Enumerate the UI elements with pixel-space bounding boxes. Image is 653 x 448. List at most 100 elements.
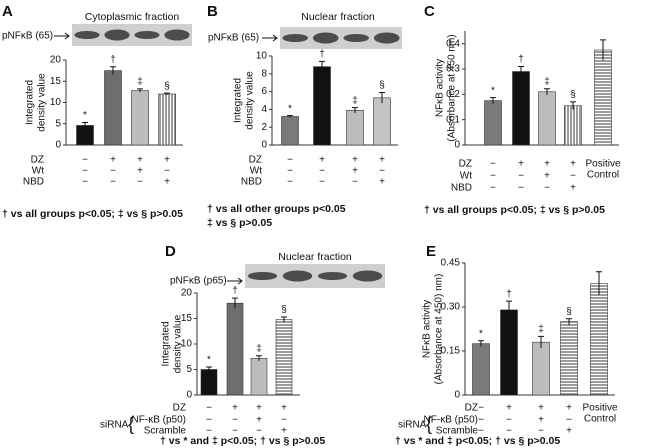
condition-sign: − [287, 155, 293, 166]
condition-sign: − [256, 426, 262, 437]
condition-sign: − [538, 426, 544, 437]
condition-sign: − [478, 403, 484, 414]
condition-sign: − [232, 426, 238, 437]
condition-label: DZ [249, 155, 262, 166]
condition-sign: + [538, 415, 544, 426]
y-tick-label: 0 [55, 140, 61, 151]
condition-sign: + [164, 177, 170, 188]
blot-band [247, 272, 278, 280]
condition-sign: − [82, 177, 88, 188]
y-axis-label: density value [173, 314, 184, 373]
panel-letter: C [424, 3, 435, 20]
condition-sign: − [206, 403, 212, 414]
blot-title: Nuclear fraction [278, 251, 352, 263]
condition-sign: − [281, 415, 287, 426]
panel-letter: A [2, 3, 13, 20]
y-axis-label: NFκB activity [422, 300, 433, 358]
blot-label: pNFκB (p65) [170, 276, 227, 287]
condition-label: DZ [31, 155, 44, 166]
error-bar [379, 91, 385, 104]
condition-sign: + [352, 155, 358, 166]
condition-sign: + [137, 155, 143, 166]
y-tick-label: 0 [454, 390, 460, 401]
significance-mark: † [319, 49, 325, 60]
condition-sign: − [164, 166, 170, 177]
condition-sign: + [110, 155, 116, 166]
bar [472, 343, 490, 396]
condition-sign: + [544, 171, 550, 182]
significance-mark: § [379, 80, 385, 91]
condition-sign: − [319, 166, 325, 177]
panel-letter: E [426, 243, 436, 260]
condition-sign: − [82, 155, 88, 166]
condition-label: DZ [465, 403, 478, 414]
y-tick-label: 5 [55, 118, 61, 129]
condition-sign: + [379, 155, 385, 166]
condition-sign: − [287, 177, 293, 188]
error-bar [600, 39, 606, 61]
bar [346, 109, 364, 146]
condition-sign: − [319, 177, 325, 188]
condition-sign: + [570, 159, 576, 170]
error-bar [566, 318, 572, 325]
blot-arrow [54, 32, 70, 40]
condition-sign: − [506, 415, 512, 426]
y-tick-label: 20 [50, 55, 62, 66]
blot-label: pNFκB (65) [2, 31, 53, 42]
error-bar [352, 107, 358, 113]
error-bar [206, 366, 212, 373]
significance-mark: § [281, 305, 287, 316]
blot-image [72, 24, 192, 46]
condition-group: siRNA [100, 420, 129, 431]
y-tick-label: 15 [50, 76, 62, 87]
footnote: † vs * and ‡ p<0.05; † vs § p>0.05 [160, 435, 325, 447]
blot-band [282, 270, 313, 282]
panel-letter: D [165, 243, 176, 260]
condition-sign: + [256, 403, 262, 414]
condition-label: NBD [451, 183, 472, 194]
y-tick-label: 0.4 [446, 38, 460, 49]
blot-band [282, 34, 309, 42]
y-axis-label: (Absorbance at 450 nm) [447, 34, 458, 141]
error-bar [596, 271, 602, 296]
y-tick-label: 0 [261, 140, 267, 151]
blot-band [373, 32, 400, 44]
blot-band [134, 31, 160, 39]
condition-label: Wt [32, 166, 44, 177]
y-tick-label: 5 [186, 364, 192, 375]
condition-label: Wt [250, 166, 262, 177]
y-tick-label: 10 [50, 97, 62, 108]
bar [275, 319, 293, 396]
condition-sign: − [566, 415, 572, 426]
y-axis-label: Integrated [161, 321, 172, 366]
y-tick-label: 0.15 [441, 346, 461, 357]
significance-mark: § [164, 81, 170, 92]
bar [281, 116, 299, 146]
condition-label: NBD [241, 177, 262, 188]
bar [500, 309, 518, 396]
condition-sign: − [287, 166, 293, 177]
bar [373, 97, 391, 146]
footnote: ‡ vs § p>0.05 [207, 217, 272, 229]
condition-sign: + [506, 403, 512, 414]
condition-label: NF-κB (p50) [424, 415, 478, 426]
condition-label: Scramble [144, 426, 187, 437]
footnote: † vs all groups p<0.05; ‡ vs § p>0.05 [424, 204, 605, 216]
error-bar [518, 65, 524, 77]
condition-sign: + [319, 155, 325, 166]
condition-sign: + [570, 183, 576, 194]
condition-sign: + [566, 403, 572, 414]
condition-sign: − [570, 171, 576, 182]
blot-band [352, 270, 383, 282]
y-tick-label: 0.2 [446, 89, 460, 100]
blot-band [312, 32, 339, 44]
error-bar [232, 297, 238, 309]
y-tick-label: 0.1 [446, 114, 460, 125]
condition-sign: − [478, 426, 484, 437]
bar [200, 369, 218, 396]
bar [226, 302, 244, 396]
bar [560, 321, 578, 396]
panel-letter: B [207, 3, 218, 20]
condition-label: Scramble [436, 426, 479, 437]
significance-mark: § [570, 90, 576, 101]
